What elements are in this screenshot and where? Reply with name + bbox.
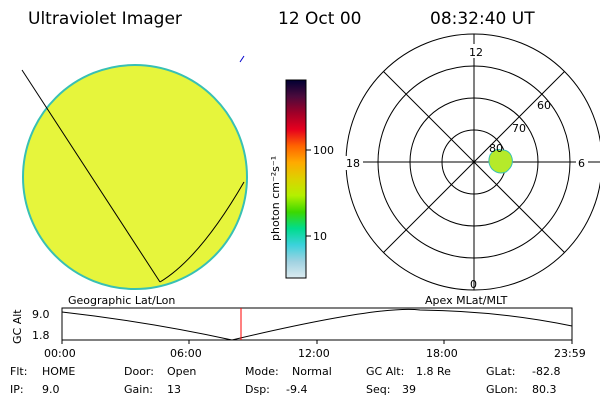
image-time: 08:32:40 UT [430, 9, 535, 29]
terminator-line [21, 69, 161, 283]
lat-label-70: 70 [512, 122, 526, 135]
image-date: 12 Oct 00 [278, 9, 361, 29]
x-label-1200: 12:00 [298, 347, 330, 360]
dsp-value: -9.4 [286, 383, 307, 396]
geographic-image [21, 55, 248, 290]
glat-value: -82.8 [532, 365, 560, 378]
geographic-label: Geographic Lat/Lon [68, 294, 175, 307]
mode-label: Mode: [245, 365, 279, 378]
ip-value: 9.0 [42, 383, 60, 396]
x-label-0000: 00:00 [44, 347, 76, 360]
alt-tick-9: 9.0 [32, 308, 50, 321]
gc-alt-label: GC Alt: [366, 365, 404, 378]
alt-axis-title: GC Alt [11, 309, 24, 344]
gain-label: Gain: [124, 383, 153, 396]
x-label-1800: 18:00 [426, 347, 458, 360]
glat-label: GLat: [486, 365, 515, 378]
dsp-label: Dsp: [245, 383, 270, 396]
lat-label-60: 60 [537, 99, 551, 112]
altitude-plot: GC Alt 9.0 1.8 00:00 06:00 12:00 18:00 2… [11, 307, 586, 360]
meridian-diagonal-b [383, 71, 565, 253]
seq-label: Seq: [366, 383, 390, 396]
color-bar-gradient [285, 79, 307, 279]
x-label-2359: 23:59 [554, 347, 586, 360]
door-label: Door: [124, 365, 154, 378]
color-bar-unit: photon cm⁻²s⁻¹ [269, 156, 282, 241]
seq-value: 39 [402, 383, 416, 396]
instrument-title: Ultraviolet Imager [28, 9, 182, 29]
altitude-plot-frame [61, 307, 573, 341]
mlt-label-18: 18 [346, 157, 360, 170]
color-bar-label-10: 10 [313, 230, 327, 243]
limb-line [159, 181, 245, 283]
gain-value: 13 [167, 383, 181, 396]
color-bar-label-100: 100 [313, 144, 334, 157]
mlt-label-12: 12 [469, 46, 483, 59]
mlt-label-6: 6 [578, 157, 585, 170]
ip-label: IP: [10, 383, 24, 396]
earth-disk [22, 64, 248, 290]
gc-alt-value: 1.8 Re [416, 365, 451, 378]
mode-value: Normal [292, 365, 332, 378]
mlt-label-0: 0 [470, 278, 477, 291]
door-value: Open [167, 365, 196, 378]
glon-label: GLon: [486, 383, 518, 396]
apex-label: Apex MLat/MLT [425, 294, 508, 307]
altitude-curve [61, 308, 573, 341]
lat-label-80: 80 [489, 142, 503, 155]
status-panel: Flt: HOME Door: Open Mode: Normal GC Alt… [10, 365, 560, 396]
auroral-oval [488, 149, 513, 174]
alt-tick-1: 1.8 [32, 329, 50, 342]
north-marker [239, 55, 245, 63]
x-label-0600: 06:00 [170, 347, 202, 360]
flt-value: HOME [42, 365, 75, 378]
flt-label: Flt: [10, 365, 27, 378]
polar-plot: 12 6 18 0 60 70 80 [345, 33, 600, 291]
color-bar: 100 10 photon cm⁻²s⁻¹ [269, 79, 334, 279]
glon-value: 80.3 [532, 383, 557, 396]
